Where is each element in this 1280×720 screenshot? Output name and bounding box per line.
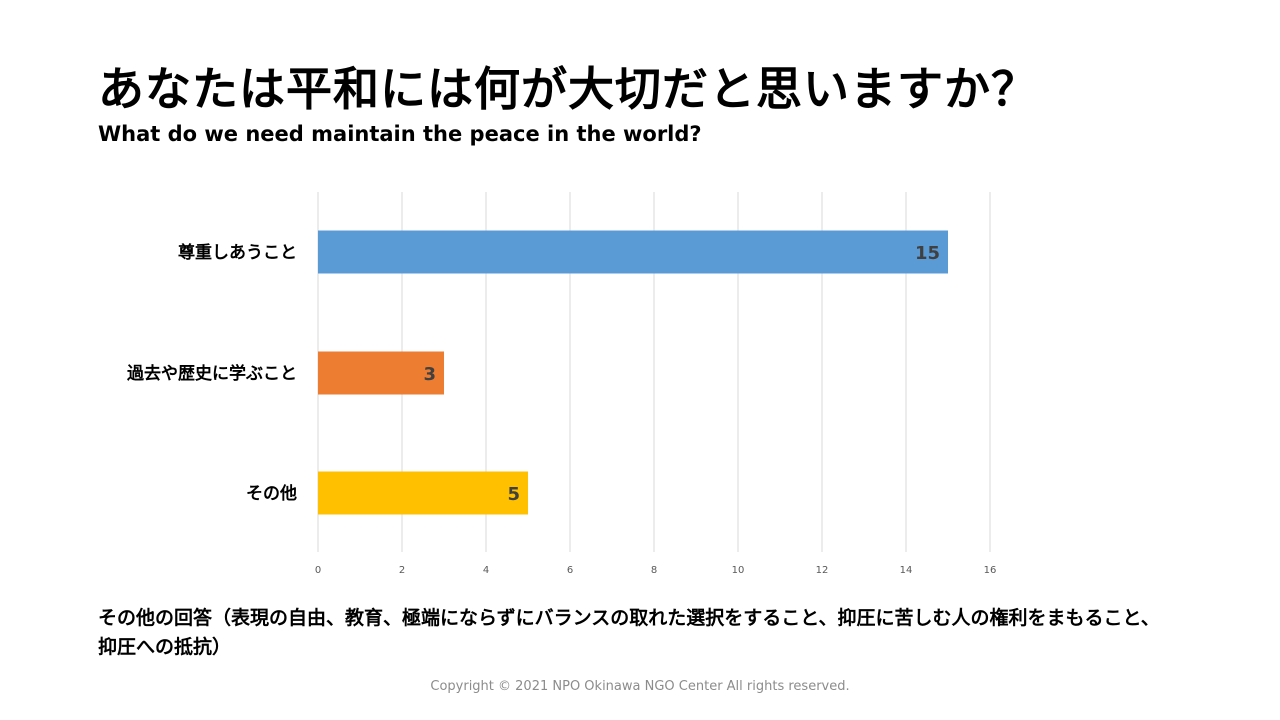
x-tick-label-4: 8 (651, 565, 657, 576)
x-tick-label-0: 0 (315, 565, 321, 576)
page-title: あなたは平和には何が大切だと思いますか？ (98, 62, 1038, 116)
x-tick-label-7: 14 (900, 565, 913, 576)
bar-2 (318, 471, 528, 515)
category-label-2: その他 (246, 483, 297, 504)
data-label-2: 5 (507, 484, 520, 505)
category-label-0: 尊重しあうこと (178, 242, 297, 263)
x-tick-label-8: 16 (984, 565, 997, 576)
category-label-1: 過去や歴史に学ぶこと (127, 363, 297, 384)
x-tick-label-3: 6 (567, 565, 573, 576)
bar-0 (318, 230, 948, 274)
copyright-footer: Copyright © 2021 NPO Okinawa NGO Center … (430, 679, 850, 694)
x-tick-label-1: 2 (399, 565, 405, 576)
bar-1 (318, 351, 444, 395)
page-subtitle: What do we need maintain the peace in th… (98, 122, 702, 146)
other-answers-note: その他の回答（表現の自由、教育、極端にならずにバランスの取れた選択をすること、抑… (98, 607, 1160, 658)
data-label-1: 3 (423, 364, 436, 385)
x-tick-label-2: 4 (483, 565, 489, 576)
x-tick-label-6: 12 (816, 565, 829, 576)
x-tick-label-5: 10 (732, 565, 745, 576)
data-label-0: 15 (915, 243, 940, 264)
